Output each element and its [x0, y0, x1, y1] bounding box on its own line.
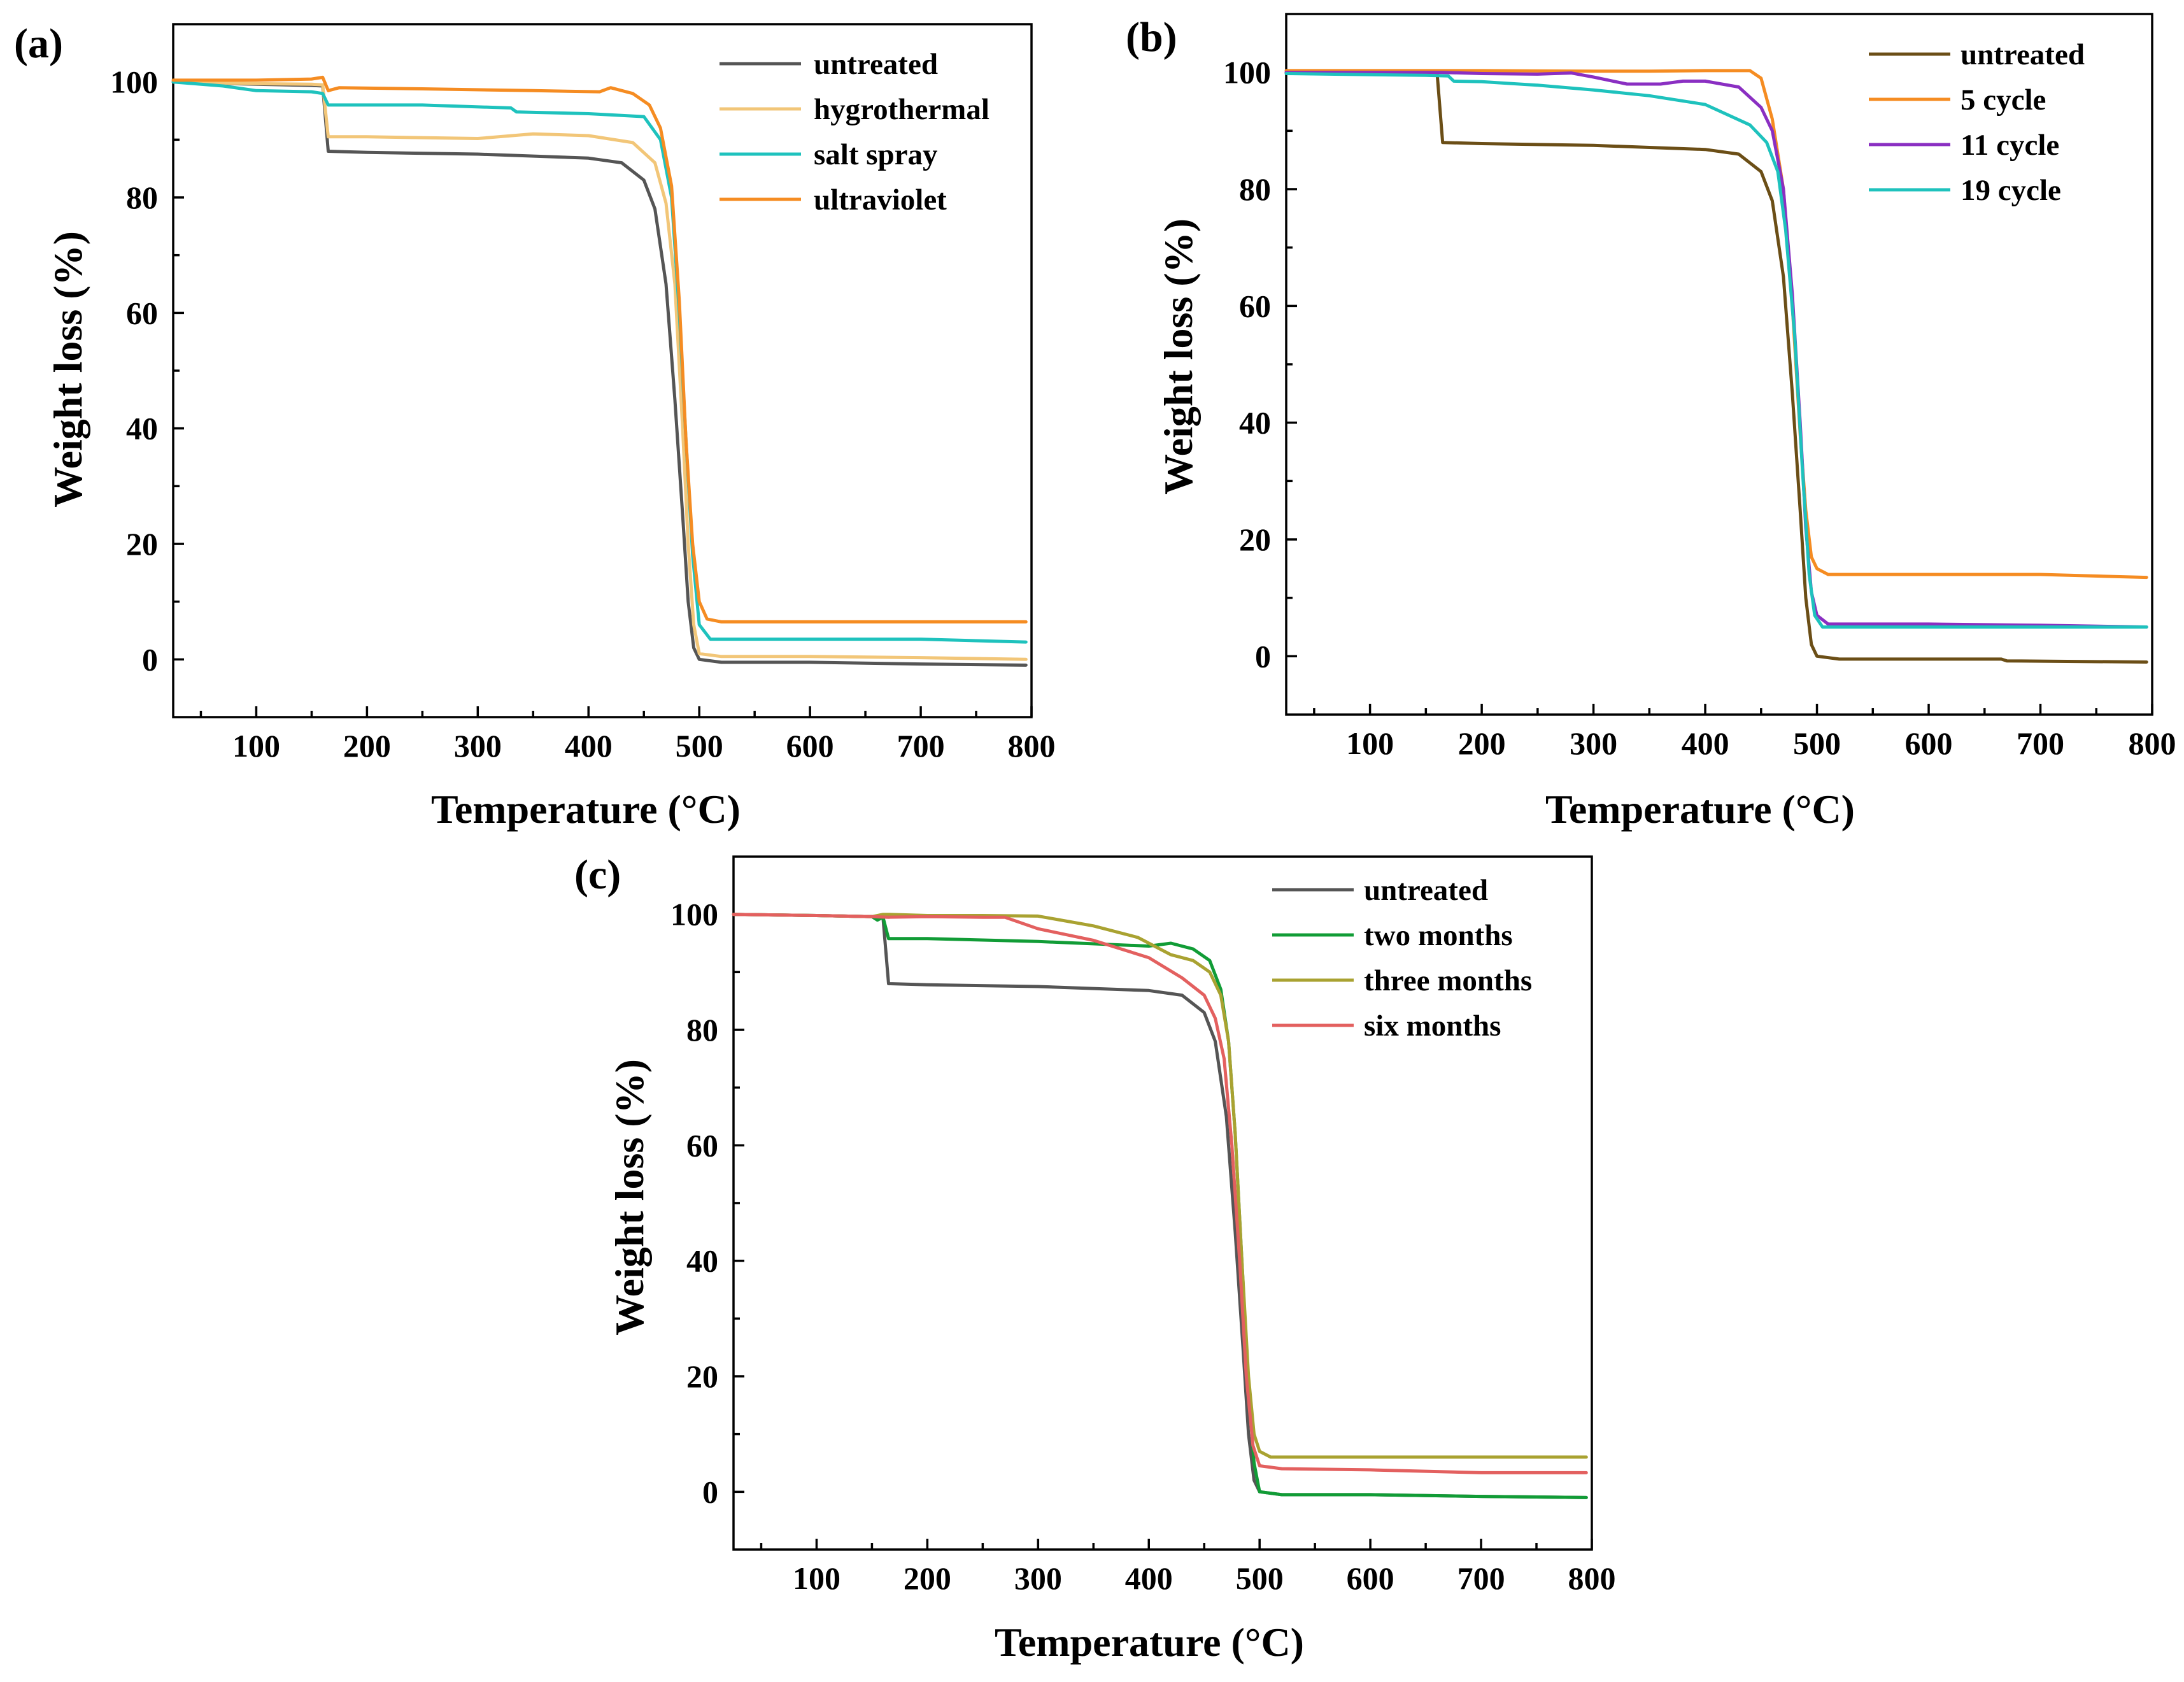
x-tick-label: 600	[1347, 1560, 1394, 1596]
x-tick-label: 400	[565, 728, 613, 764]
y-tick-label: 80	[126, 180, 158, 215]
panel-b-legend: untreated 5 cycle 11 cycle 19 cycle	[1869, 38, 2085, 207]
panel-b-label: (b)	[1126, 14, 1177, 61]
series-untreated	[732, 913, 1588, 1499]
x-tick-label: 500	[1793, 725, 1841, 761]
panel-a-ticks: 100 200 300 400 500 600 700 800 0 20 40 60 80 100	[110, 64, 1056, 764]
x-tick-label: 400	[1125, 1560, 1173, 1596]
legend-label-six-months: six months	[1364, 1009, 1501, 1043]
x-tick-label: 800	[1008, 728, 1056, 764]
panel-b-plot-frame	[1285, 13, 2153, 716]
panel-a-xlabel: Temperature (°C)	[431, 787, 741, 832]
legend-label-untreated: untreated	[1961, 38, 2085, 71]
y-tick-label: 40	[686, 1243, 718, 1279]
y-tick-label: 20	[1239, 522, 1271, 557]
series-six-months	[732, 913, 1588, 1474]
y-tick-label: 60	[686, 1127, 718, 1163]
y-tick-label: 20	[686, 1358, 718, 1394]
y-tick-label: 0	[142, 641, 158, 677]
y-tick-label: 40	[1239, 405, 1271, 441]
x-tick-label: 300	[454, 728, 502, 764]
x-tick-label: 700	[2017, 725, 2064, 761]
panel-b-series	[1284, 69, 2148, 664]
panel-c-xlabel: Temperature (°C)	[995, 1620, 1304, 1665]
y-tick-label: 40	[126, 411, 158, 446]
panel-b-xlabel: Temperature (°C)	[1545, 787, 1855, 832]
legend-label-ultraviolet: ultraviolet	[814, 183, 947, 217]
y-tick-label: 0	[702, 1474, 718, 1509]
x-tick-label: 800	[1568, 1560, 1616, 1596]
legend-label-5-cycle: 5 cycle	[1961, 83, 2046, 117]
series-three-months	[732, 913, 1588, 1459]
legend-label-salt-spray: salt spray	[814, 138, 938, 171]
y-tick-label: 80	[686, 1012, 718, 1048]
panel-a-plot-frame	[172, 23, 1033, 718]
panel-c-plot-frame	[732, 855, 1593, 1551]
series-19-cycle	[1284, 72, 2148, 629]
panel-c-ticks: 100 200 300 400 500 600 700 800 0 20 40 60 80 100	[670, 897, 1616, 1596]
series-11-cycle	[1284, 71, 2148, 629]
x-tick-label: 500	[676, 728, 723, 764]
x-tick-label: 100	[793, 1560, 840, 1596]
legend-label-two-months: two months	[1364, 919, 1513, 952]
panel-b-ylabel: Weight loss (%)	[1156, 218, 1201, 495]
legend-label-three-months: three months	[1364, 964, 1532, 997]
panel-a-ylabel: Weight loss (%)	[45, 231, 90, 508]
legend-label-11-cycle: 11 cycle	[1961, 129, 2059, 162]
y-tick-label: 20	[126, 526, 158, 562]
series-salt-spray	[171, 80, 1028, 644]
x-tick-label: 500	[1236, 1560, 1284, 1596]
x-tick-label: 600	[1905, 725, 1953, 761]
x-tick-label: 100	[1346, 725, 1394, 761]
x-tick-label: 700	[897, 728, 945, 764]
y-tick-label: 100	[110, 64, 158, 100]
x-tick-label: 300	[1014, 1560, 1062, 1596]
panel-b: (b) Weight loss (%) Temperature (°C) 100…	[1126, 13, 2176, 832]
x-tick-label: 300	[1570, 725, 1617, 761]
y-tick-label: 60	[1239, 288, 1271, 324]
x-tick-label: 400	[1682, 725, 1729, 761]
y-tick-label: 60	[126, 295, 158, 331]
y-tick-label: 100	[1223, 55, 1271, 90]
x-tick-label: 200	[1458, 725, 1506, 761]
panel-c: (c) Weight loss (%) Temperature (°C) 100…	[574, 852, 1616, 1665]
y-tick-label: 0	[1255, 638, 1271, 674]
panel-a-label: (a)	[14, 20, 63, 67]
legend-label-untreated: untreated	[814, 48, 938, 81]
x-tick-label: 100	[232, 728, 280, 764]
legend-label-hygrothermal: hygrothermal	[814, 93, 989, 126]
series-hygrothermal	[171, 80, 1028, 661]
panel-c-label: (c)	[574, 852, 621, 898]
x-tick-label: 600	[786, 728, 834, 764]
x-tick-label: 700	[1457, 1560, 1505, 1596]
panel-a-legend: untreated hygrothermal salt spray ultrav…	[720, 48, 989, 217]
x-tick-label: 800	[2129, 725, 2176, 761]
legend-label-untreated: untreated	[1364, 874, 1488, 907]
x-tick-label: 200	[343, 728, 391, 764]
y-tick-label: 100	[670, 897, 718, 932]
x-tick-label: 200	[904, 1560, 951, 1596]
panel-c-series	[732, 913, 1588, 1499]
panel-c-legend: untreated two months three months six mo…	[1272, 874, 1532, 1043]
series-untreated	[1284, 71, 2148, 664]
panel-c-ylabel: Weight loss (%)	[607, 1059, 652, 1336]
panel-a-series	[171, 75, 1028, 667]
legend-label-19-cycle: 19 cycle	[1961, 174, 2061, 207]
y-tick-label: 80	[1239, 171, 1271, 207]
series-two-months	[732, 913, 1588, 1499]
panel-a: (a) Weight loss (%) Temperature (°C) 100…	[14, 20, 1056, 832]
series-ultraviolet	[171, 75, 1028, 624]
